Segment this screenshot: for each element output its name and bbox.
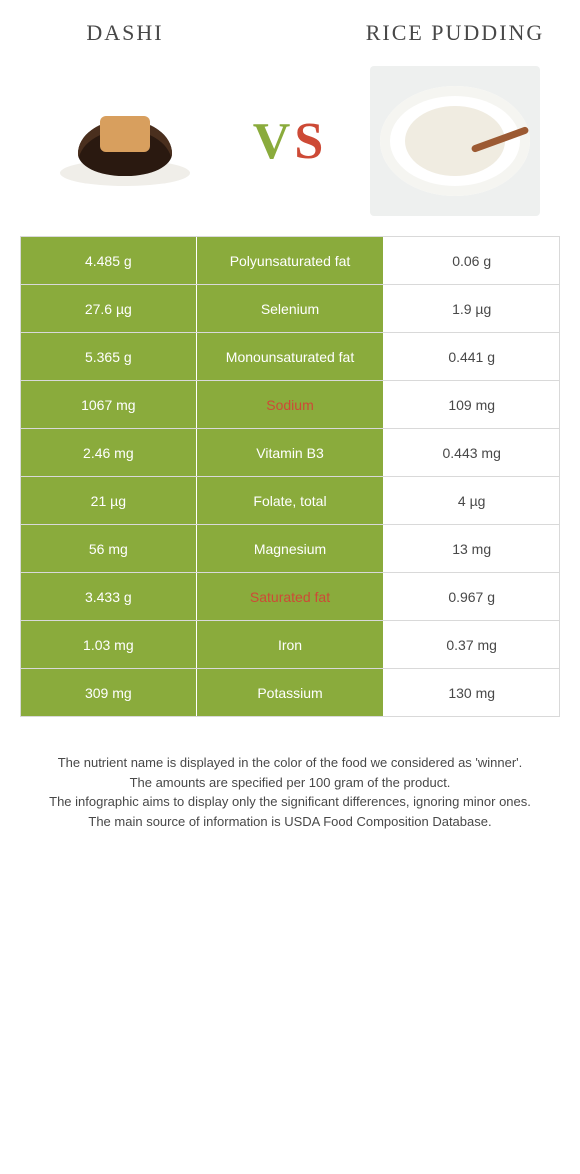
right-value: 4 µg — [384, 477, 559, 524]
table-row: 1067 mgSodium109 mg — [21, 380, 559, 428]
left-food-title: Dashi — [20, 20, 230, 46]
right-value: 0.441 g — [384, 333, 559, 380]
right-value: 0.37 mg — [384, 621, 559, 668]
left-value: 2.46 mg — [21, 429, 197, 476]
nutrient-label: Selenium — [197, 285, 385, 332]
right-value: 0.967 g — [384, 573, 559, 620]
nutrient-label: Sodium — [197, 381, 385, 428]
left-value: 5.365 g — [21, 333, 197, 380]
table-row: 21 µgFolate, total4 µg — [21, 476, 559, 524]
left-value: 4.485 g — [21, 237, 197, 284]
left-value: 21 µg — [21, 477, 197, 524]
nutrient-label: Potassium — [197, 669, 385, 716]
right-value: 130 mg — [384, 669, 559, 716]
nutrient-label: Iron — [197, 621, 385, 668]
vs-letter-v: V — [253, 113, 295, 170]
table-row: 3.433 gSaturated fat0.967 g — [21, 572, 559, 620]
table-row: 2.46 mgVitamin B30.443 mg — [21, 428, 559, 476]
nutrient-label: Vitamin B3 — [197, 429, 385, 476]
footer-notes: The nutrient name is displayed in the co… — [0, 717, 580, 861]
vs-label: VS — [230, 112, 350, 171]
right-value: 1.9 µg — [384, 285, 559, 332]
footer-line: The infographic aims to display only the… — [30, 792, 550, 812]
right-value: 109 mg — [384, 381, 559, 428]
table-row: 5.365 gMonounsaturated fat0.441 g — [21, 332, 559, 380]
left-value: 3.433 g — [21, 573, 197, 620]
footer-line: The amounts are specified per 100 gram o… — [30, 773, 550, 793]
nutrient-table: 4.485 gPolyunsaturated fat0.06 g27.6 µgS… — [20, 236, 560, 717]
nutrient-label: Monounsaturated fat — [197, 333, 385, 380]
table-row: 309 mgPotassium130 mg — [21, 668, 559, 716]
image-row: VS — [0, 56, 580, 236]
left-value: 309 mg — [21, 669, 197, 716]
table-row: 1.03 mgIron0.37 mg — [21, 620, 559, 668]
footer-line: The nutrient name is displayed in the co… — [30, 753, 550, 773]
footer-line: The main source of information is USDA F… — [30, 812, 550, 832]
nutrient-label: Folate, total — [197, 477, 385, 524]
nutrient-label: Polyunsaturated fat — [197, 237, 385, 284]
table-row: 4.485 gPolyunsaturated fat0.06 g — [21, 236, 559, 284]
right-food-title: Rice Pudding — [350, 20, 560, 46]
nutrient-label: Saturated fat — [197, 573, 385, 620]
nutrient-label: Magnesium — [197, 525, 385, 572]
left-value: 1067 mg — [21, 381, 197, 428]
left-value: 27.6 µg — [21, 285, 197, 332]
left-food-image — [20, 66, 230, 216]
left-value: 56 mg — [21, 525, 197, 572]
left-value: 1.03 mg — [21, 621, 197, 668]
right-food-image — [350, 66, 560, 216]
right-value: 0.06 g — [384, 237, 559, 284]
table-row: 27.6 µgSelenium1.9 µg — [21, 284, 559, 332]
header: Dashi Rice Pudding — [0, 0, 580, 56]
vs-letter-s: S — [294, 113, 327, 170]
right-value: 13 mg — [384, 525, 559, 572]
right-value: 0.443 mg — [384, 429, 559, 476]
table-row: 56 mgMagnesium13 mg — [21, 524, 559, 572]
